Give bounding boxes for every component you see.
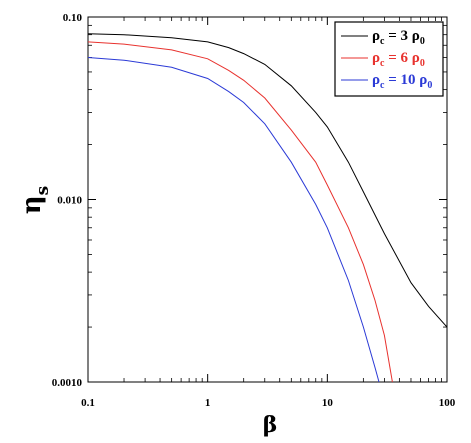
x-tick-label: 100 [439, 397, 456, 409]
y-tick-label: 0.0010 [52, 377, 83, 389]
y-tick-label: 0.10 [63, 12, 83, 24]
legend-box [334, 21, 444, 97]
series-line [87, 57, 380, 383]
legend-entry: ρc = 10 ρ0 [372, 72, 432, 91]
legend-entry: ρc = 6 ρ0 [372, 50, 425, 69]
x-axis-title: β [263, 412, 278, 438]
y-tick-label: 0.010 [57, 195, 82, 207]
x-tick-label: 10 [322, 397, 334, 409]
series-line [87, 33, 448, 328]
x-tick-label: 0.1 [81, 397, 95, 409]
y-axis-title: ηs [17, 186, 53, 214]
legend-entry: ρc = 3 ρ0 [372, 28, 425, 47]
legend: ρc = 3 ρ0 ρc = 6 ρ0 ρc = 10 ρ0 [334, 21, 444, 97]
series-line [87, 41, 393, 383]
x-tick-label: 1 [205, 397, 211, 409]
series-lines [87, 33, 448, 383]
axis-ticks: 0.1 1 10 100 0.0010 0.010 0.10 [52, 12, 456, 409]
